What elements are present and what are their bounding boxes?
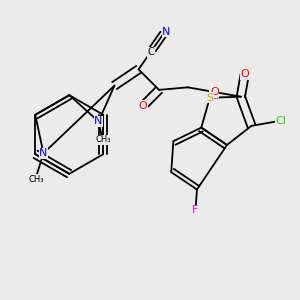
- Text: CH₃: CH₃: [29, 175, 44, 184]
- Text: C: C: [147, 47, 154, 57]
- Text: S: S: [206, 93, 213, 103]
- Text: O: O: [210, 87, 219, 97]
- Text: O: O: [139, 101, 147, 111]
- Text: O: O: [240, 69, 249, 79]
- Text: N: N: [162, 27, 171, 37]
- Text: N: N: [39, 148, 48, 158]
- Text: CH₃: CH₃: [95, 135, 111, 144]
- Text: N: N: [94, 116, 103, 127]
- Text: F: F: [192, 205, 199, 215]
- Text: Cl: Cl: [276, 116, 286, 126]
